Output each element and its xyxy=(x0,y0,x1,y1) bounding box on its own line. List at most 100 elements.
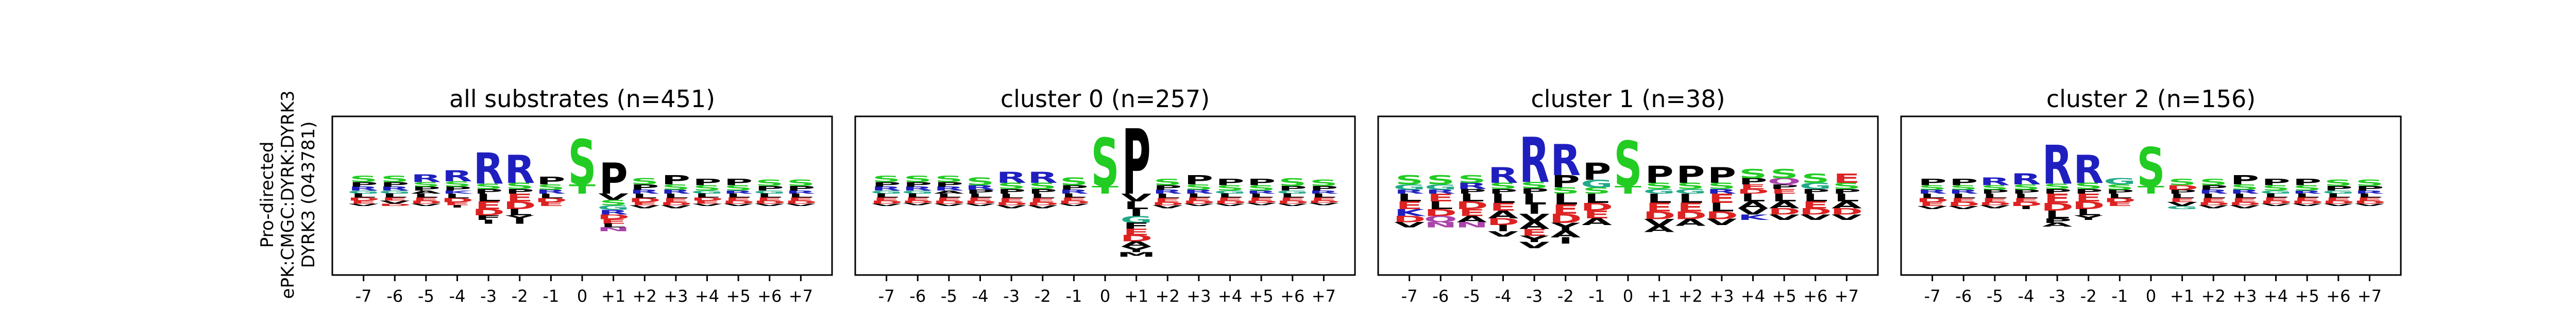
logo-letter-S: S xyxy=(2137,137,2165,199)
logo-letter-E: E xyxy=(1396,199,1423,212)
panel-title: cluster 1 (n=38) xyxy=(1531,85,1725,113)
logo-letter-V: V xyxy=(1309,202,1339,206)
logo-letter-Y: Y xyxy=(1551,221,1580,233)
logo-letter-S: S xyxy=(2324,178,2352,188)
logo-letter-P: P xyxy=(755,184,784,192)
logo-letter-D: D xyxy=(2291,200,2323,205)
logo-letter-S: S xyxy=(2168,178,2196,187)
logo-letter-E: E xyxy=(444,201,470,207)
logo-letter-L: L xyxy=(2326,193,2351,199)
logo-letter-P: P xyxy=(536,175,565,187)
logo-letter-L: L xyxy=(2076,208,2101,217)
logo-letter-L: L xyxy=(968,193,993,199)
logo-letter-S: S xyxy=(966,176,994,188)
logo-letter-L: L xyxy=(788,193,814,199)
logo-letter-E: E xyxy=(2200,197,2227,203)
x-tick-label: +3 xyxy=(1187,286,1211,306)
logo-letter-P: P xyxy=(2043,217,2072,225)
logo-letter-E: E xyxy=(1677,201,1704,214)
logo-letter-R: R xyxy=(2354,190,2385,195)
logo-letter-D: D xyxy=(1737,187,1769,195)
logo-letter-A: A xyxy=(1644,225,1674,234)
logo-letter-E: E xyxy=(1459,207,1485,218)
logo-letter-E: E xyxy=(1583,209,1610,221)
logo-letter-R: R xyxy=(1027,169,1058,186)
logo-letter-S: S xyxy=(1060,176,1088,188)
logo-letter-D: D xyxy=(995,201,1027,207)
logo-letter-P: P xyxy=(1918,178,1947,187)
logo-letter-P: P xyxy=(1184,173,1213,187)
logo-letter-E: E xyxy=(2106,201,2133,207)
logo-letter-S: S xyxy=(1739,166,1767,181)
logo-letter-L: L xyxy=(1187,193,1212,199)
logo-letter-D: D xyxy=(2353,200,2386,205)
logo-letter-V: V xyxy=(2229,204,2260,210)
logo-letter-G: G xyxy=(2260,190,2292,195)
logo-letter-V: V xyxy=(996,204,1027,210)
logo-letter-G: G xyxy=(597,204,630,212)
logo-letter-E: E xyxy=(1279,197,1306,202)
logo-letter-L: L xyxy=(2295,193,2320,199)
x-tick-label: +7 xyxy=(2358,286,2382,306)
logo-letter-P: P xyxy=(724,178,753,187)
logo-panel-2: cluster 1 (n=38)RGSLEKDV-7RGSELDQN-6PRSL… xyxy=(1377,85,1879,306)
logo-letter-E: E xyxy=(2012,197,2039,203)
logo-letter-L: L xyxy=(1249,193,1274,199)
logo-letter-L: L xyxy=(1678,191,1703,206)
logo-letter-D: D xyxy=(1425,207,1457,218)
logo-letter-D: D xyxy=(1182,200,1215,205)
logo-letter-L: L xyxy=(757,193,782,199)
logo-letter-E: E xyxy=(1029,197,1056,203)
logo-letter-Y: Y xyxy=(2074,214,2104,221)
panel-title: cluster 2 (n=156) xyxy=(2046,85,2256,113)
logo-letter-E: E xyxy=(787,197,814,202)
logo-letter-L: L xyxy=(937,193,962,199)
logo-letter-V: V xyxy=(1121,192,1151,204)
logo-letter-V: V xyxy=(630,204,660,210)
logo-letter-D: D xyxy=(2072,199,2105,212)
logo-letter-E: E xyxy=(1739,183,1766,191)
logo-letter-L: L xyxy=(726,193,751,199)
logo-letter-R: R xyxy=(442,167,472,185)
x-tick-label: -3 xyxy=(1003,286,1020,306)
logo-letter-D: D xyxy=(2197,201,2230,207)
x-tick-label: -4 xyxy=(1495,286,1512,306)
logo-letter-E: E xyxy=(1981,197,2008,203)
logo-letter-D: D xyxy=(1674,209,1707,221)
x-tick-label: +3 xyxy=(1709,286,1734,306)
x-tick-label: -6 xyxy=(386,286,403,306)
logo-letter-R: R xyxy=(1948,188,1979,195)
logo-letter-G: G xyxy=(1276,190,1309,195)
logo-letter-V: V xyxy=(660,204,691,210)
logo-letter-P: P xyxy=(786,184,815,192)
logo-letter-G: G xyxy=(1581,178,1613,190)
logo-letter-G: G xyxy=(870,190,903,195)
logo-letter-E: E xyxy=(1802,200,1829,211)
x-tick-label: +1 xyxy=(1647,286,1671,306)
logo-letter-D: D xyxy=(1487,216,1519,228)
logo-letter-V: V xyxy=(2167,201,2197,207)
logo-letter-V: V xyxy=(903,202,933,206)
logo-letter-D: D xyxy=(1643,209,1675,221)
logo-letter-D: D xyxy=(1947,201,1980,207)
logo-letter-I: I xyxy=(1558,236,1573,246)
logo-letter-A: A xyxy=(1769,200,1800,211)
logo-letter-R: R xyxy=(723,190,754,195)
logo-letter-S: S xyxy=(1310,178,1338,188)
logo-letter-S: S xyxy=(1489,181,1517,191)
logo-letter-R: R xyxy=(2292,190,2323,195)
logo-letter-P: P xyxy=(2355,184,2384,192)
logo-letter-S: S xyxy=(1583,186,1611,196)
logo-letter-P: P xyxy=(1059,184,1088,192)
logo-letter-L: L xyxy=(382,193,408,199)
logo-letter-P: P xyxy=(1801,187,1830,195)
logo-letter-V: V xyxy=(754,203,785,207)
x-tick-label: +5 xyxy=(2295,286,2319,306)
logo-letter-P: P xyxy=(1278,184,1307,192)
logo-letter-E: E xyxy=(1489,201,1516,213)
logo-letter-E: E xyxy=(1521,227,1548,238)
logo-letter-D: D xyxy=(2166,184,2198,192)
logo-letter-S: S xyxy=(2043,182,2072,191)
x-tick-label: +6 xyxy=(1803,286,1827,306)
logo-letter-R: R xyxy=(1457,181,1487,191)
